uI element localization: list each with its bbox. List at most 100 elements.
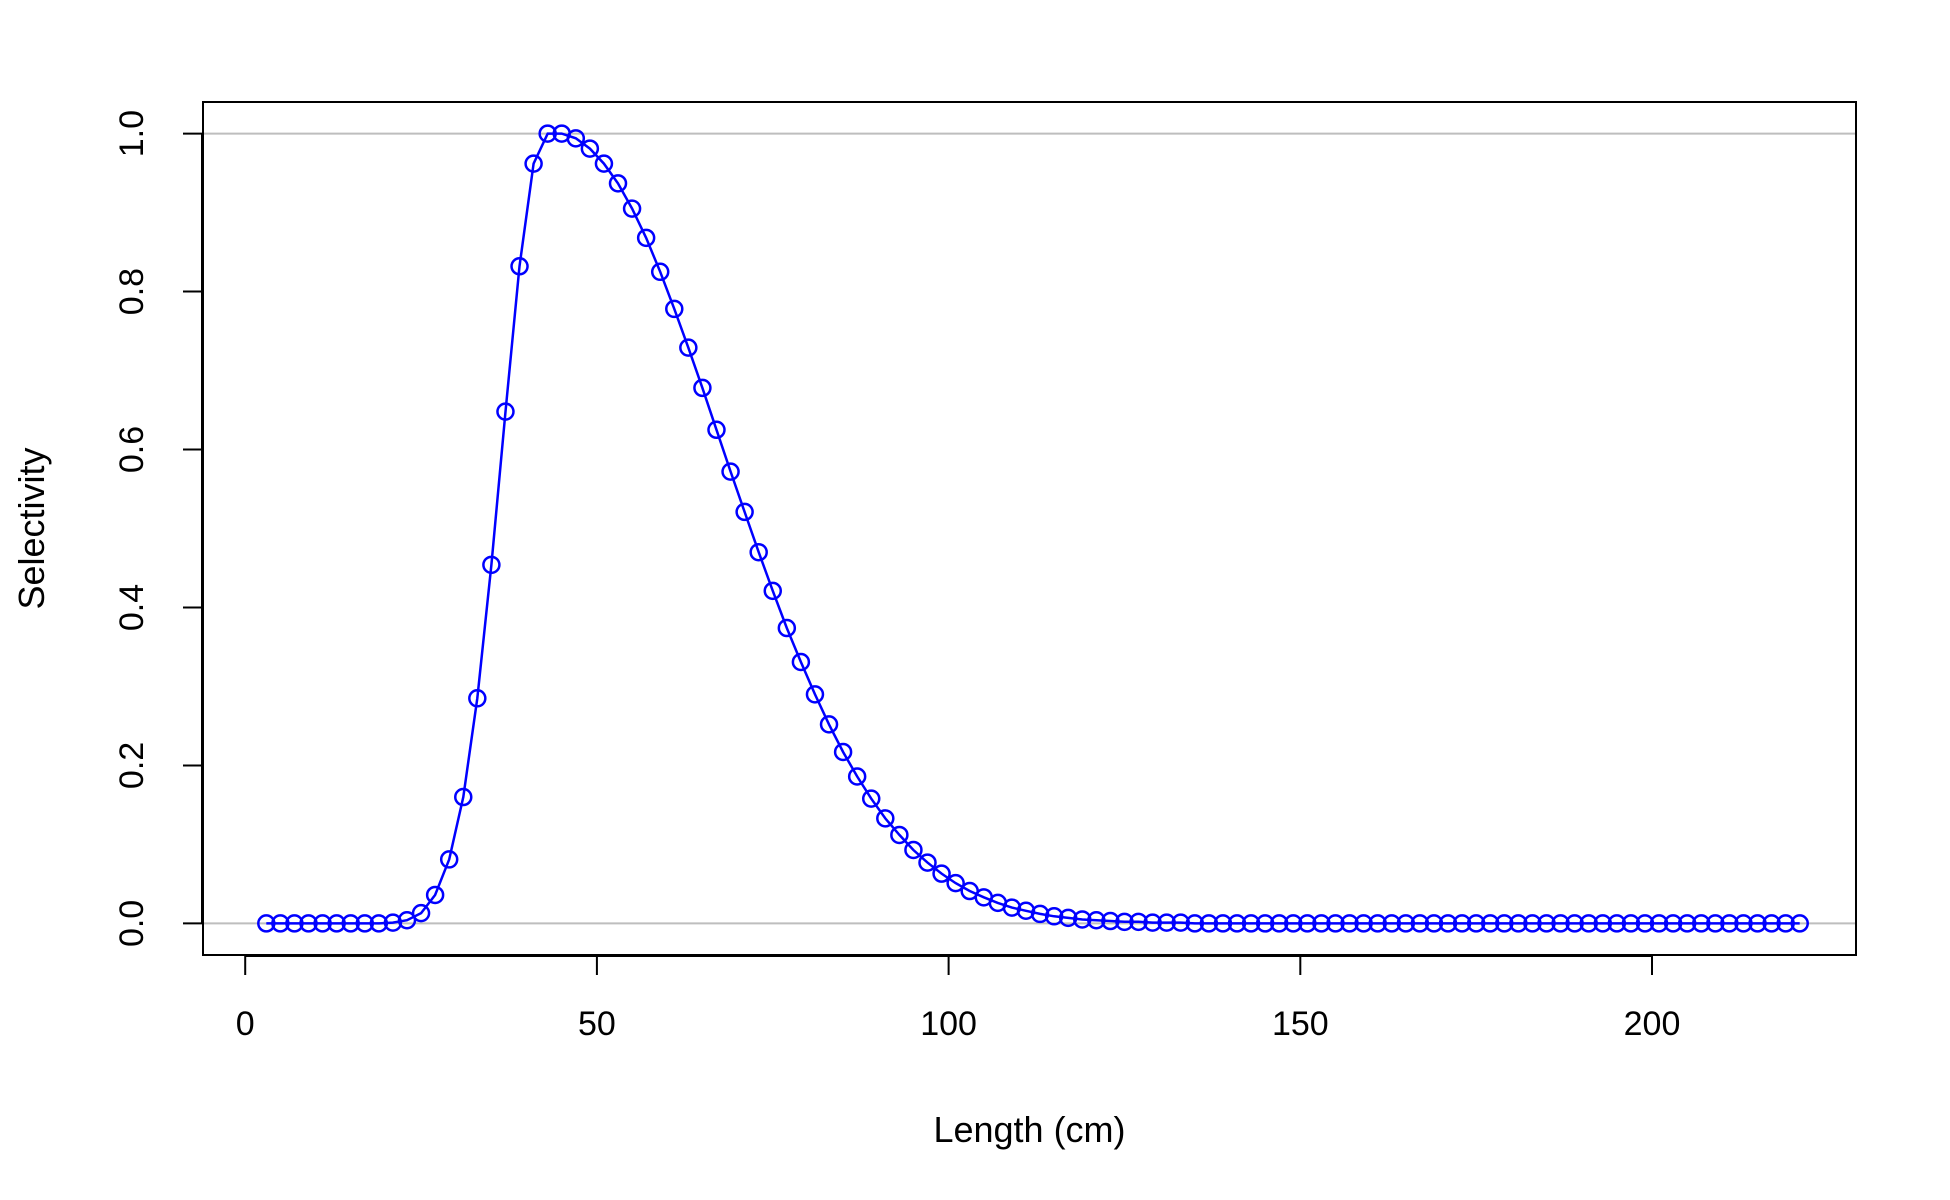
series-0 xyxy=(257,124,1809,933)
data-point xyxy=(791,652,811,672)
y-tick-label: 0.4 xyxy=(113,584,151,631)
data-point xyxy=(1030,904,1050,924)
data-point xyxy=(1635,914,1655,933)
data-point xyxy=(650,262,670,282)
data-point xyxy=(1368,914,1387,933)
data-point xyxy=(679,338,698,357)
data-point xyxy=(1621,914,1641,933)
data-point xyxy=(594,154,614,173)
data-point xyxy=(1213,914,1233,933)
data-point xyxy=(1466,914,1486,933)
data-point xyxy=(355,914,375,933)
series-layer xyxy=(257,124,1809,933)
data-point xyxy=(763,581,783,601)
data-point xyxy=(496,402,515,421)
data-point xyxy=(1748,914,1767,933)
data-point xyxy=(918,853,937,872)
data-point xyxy=(876,809,895,828)
data-point xyxy=(608,174,628,193)
data-point xyxy=(904,840,923,860)
data-point xyxy=(1677,914,1697,933)
data-point xyxy=(1312,914,1331,933)
data-point xyxy=(1157,913,1176,932)
data-point xyxy=(327,914,346,933)
data-point xyxy=(1480,914,1500,933)
data-point xyxy=(1452,914,1472,933)
data-point xyxy=(566,129,586,148)
data-point xyxy=(580,139,600,158)
data-point xyxy=(271,914,290,933)
y-tick-label: 0.2 xyxy=(113,742,151,789)
data-point xyxy=(1171,913,1190,932)
data-point xyxy=(454,787,473,807)
data-point xyxy=(524,154,543,173)
x-axis: 0 50 100 150 200 xyxy=(236,955,1681,1043)
data-point xyxy=(777,618,797,638)
data-point xyxy=(1199,914,1219,933)
data-point xyxy=(510,257,529,276)
data-point xyxy=(890,825,909,845)
data-point xyxy=(1087,910,1106,930)
data-point xyxy=(833,742,853,762)
data-point xyxy=(1438,914,1458,933)
data-point xyxy=(468,689,487,708)
data-point xyxy=(299,914,318,933)
data-point xyxy=(1776,914,1795,933)
data-point xyxy=(1790,914,1809,933)
data-point xyxy=(1762,914,1781,933)
data-point xyxy=(1143,913,1162,932)
data-point xyxy=(1720,914,1739,933)
y-tick-label: 0.6 xyxy=(113,426,151,473)
data-point xyxy=(1551,914,1570,933)
x-tick-label: 100 xyxy=(920,1005,977,1043)
data-point xyxy=(1115,912,1134,932)
y-tick-label: 0.8 xyxy=(113,268,151,315)
y-tick-label: 1.0 xyxy=(113,110,151,157)
y-tick-label: 0.0 xyxy=(113,900,151,947)
data-point xyxy=(1523,914,1542,933)
data-point xyxy=(1354,914,1373,933)
data-point xyxy=(1509,914,1528,933)
x-tick-label: 50 xyxy=(578,1005,616,1043)
data-point xyxy=(1129,912,1148,932)
data-point xyxy=(693,378,712,398)
data-point xyxy=(257,914,276,933)
data-point xyxy=(1044,907,1064,926)
data-point xyxy=(1269,914,1289,933)
data-point xyxy=(665,299,684,319)
data-point xyxy=(285,914,304,933)
data-point xyxy=(1101,911,1120,931)
data-point xyxy=(482,555,501,575)
x-axis-title: Length (cm) xyxy=(933,1109,1125,1150)
data-point xyxy=(1326,914,1345,933)
data-point xyxy=(1382,914,1402,933)
data-point xyxy=(1649,914,1669,933)
data-point xyxy=(1579,914,1598,933)
data-point xyxy=(946,873,965,893)
data-point xyxy=(397,910,417,930)
data-point xyxy=(1410,914,1430,933)
y-axis: 0.0 0.2 0.4 0.6 0.8 1.0 xyxy=(113,110,203,947)
data-point xyxy=(1706,914,1725,933)
data-point xyxy=(1734,914,1753,933)
data-point xyxy=(1298,914,1317,933)
data-point xyxy=(1663,914,1683,933)
data-point xyxy=(1340,914,1359,933)
data-point xyxy=(425,885,445,905)
data-point xyxy=(707,420,726,440)
data-point xyxy=(735,502,754,522)
data-point xyxy=(1607,914,1627,933)
data-point xyxy=(341,914,360,933)
data-point xyxy=(1073,910,1092,929)
data-point xyxy=(1593,914,1613,933)
data-point xyxy=(1241,914,1261,933)
data-point xyxy=(1495,914,1514,933)
data-point xyxy=(1255,914,1275,933)
data-point xyxy=(932,864,951,883)
x-tick-label: 200 xyxy=(1624,1005,1681,1043)
data-point xyxy=(1284,914,1303,933)
data-point xyxy=(1058,908,1078,928)
y-axis-title: Selectivity xyxy=(11,447,52,609)
